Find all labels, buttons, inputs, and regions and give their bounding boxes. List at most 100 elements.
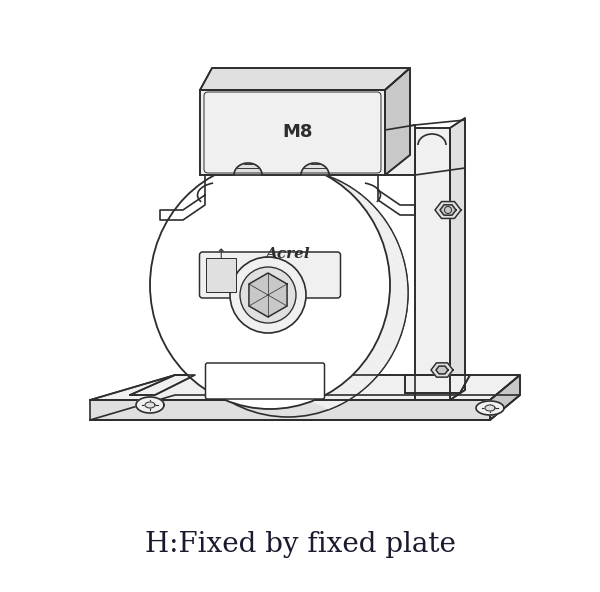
Polygon shape: [221, 170, 244, 179]
Polygon shape: [389, 266, 407, 281]
Polygon shape: [338, 383, 362, 395]
Polygon shape: [159, 233, 179, 246]
Polygon shape: [415, 128, 450, 400]
Polygon shape: [217, 172, 239, 182]
Polygon shape: [186, 194, 207, 205]
Polygon shape: [350, 372, 373, 386]
Polygon shape: [389, 274, 408, 289]
Polygon shape: [197, 184, 218, 195]
FancyBboxPatch shape: [199, 252, 341, 298]
Polygon shape: [385, 68, 410, 175]
Polygon shape: [385, 312, 405, 327]
Polygon shape: [150, 272, 169, 285]
Polygon shape: [360, 203, 383, 217]
Polygon shape: [155, 243, 175, 255]
Polygon shape: [350, 192, 373, 205]
Polygon shape: [318, 395, 343, 407]
Polygon shape: [331, 178, 356, 191]
Polygon shape: [200, 90, 385, 175]
Text: H:Fixed by fixed plate: H:Fixed by fixed plate: [145, 532, 455, 558]
Polygon shape: [365, 355, 388, 369]
Polygon shape: [205, 178, 227, 189]
Polygon shape: [436, 366, 448, 374]
Polygon shape: [450, 118, 465, 400]
Polygon shape: [476, 401, 504, 415]
Polygon shape: [90, 400, 490, 420]
Polygon shape: [150, 292, 169, 305]
Polygon shape: [355, 198, 378, 211]
Polygon shape: [380, 236, 401, 251]
Polygon shape: [136, 397, 164, 413]
Polygon shape: [168, 216, 188, 228]
Polygon shape: [435, 201, 461, 218]
Polygon shape: [380, 327, 401, 342]
Polygon shape: [383, 243, 403, 259]
Polygon shape: [151, 297, 169, 310]
FancyBboxPatch shape: [205, 258, 235, 292]
Polygon shape: [182, 197, 204, 208]
Polygon shape: [311, 398, 336, 410]
Polygon shape: [385, 125, 415, 175]
Polygon shape: [151, 262, 170, 275]
Polygon shape: [130, 375, 195, 395]
Polygon shape: [344, 187, 368, 200]
Polygon shape: [161, 229, 181, 242]
Polygon shape: [370, 215, 391, 230]
Polygon shape: [153, 252, 172, 265]
Polygon shape: [338, 183, 362, 195]
Polygon shape: [355, 367, 378, 381]
Polygon shape: [240, 164, 262, 173]
Polygon shape: [385, 250, 405, 266]
Text: Acrel: Acrel: [266, 247, 310, 261]
Text: ↑: ↑: [215, 247, 226, 260]
Polygon shape: [151, 301, 170, 314]
Polygon shape: [213, 173, 235, 184]
Polygon shape: [157, 238, 177, 250]
Polygon shape: [370, 348, 391, 362]
Polygon shape: [383, 320, 403, 335]
Polygon shape: [163, 224, 183, 237]
Polygon shape: [90, 375, 520, 400]
Polygon shape: [150, 287, 168, 300]
Polygon shape: [365, 209, 388, 223]
Polygon shape: [377, 334, 398, 349]
Polygon shape: [405, 375, 470, 393]
Polygon shape: [389, 289, 408, 305]
Polygon shape: [373, 341, 395, 356]
Polygon shape: [173, 208, 194, 220]
Ellipse shape: [150, 161, 390, 409]
Polygon shape: [331, 387, 356, 400]
Circle shape: [240, 267, 296, 323]
Polygon shape: [440, 205, 456, 215]
Polygon shape: [226, 168, 248, 178]
Polygon shape: [200, 181, 223, 192]
Polygon shape: [154, 247, 173, 260]
Circle shape: [230, 257, 306, 333]
Polygon shape: [318, 171, 343, 183]
FancyBboxPatch shape: [205, 363, 325, 399]
Polygon shape: [230, 166, 253, 176]
Polygon shape: [165, 220, 186, 233]
Polygon shape: [150, 282, 168, 295]
Polygon shape: [387, 258, 407, 274]
Polygon shape: [311, 169, 336, 179]
Polygon shape: [179, 200, 200, 212]
Polygon shape: [325, 391, 349, 403]
Polygon shape: [387, 304, 407, 320]
Circle shape: [445, 207, 452, 214]
Polygon shape: [390, 281, 408, 297]
Polygon shape: [152, 257, 171, 270]
Polygon shape: [485, 405, 495, 411]
Polygon shape: [151, 267, 169, 279]
Polygon shape: [235, 165, 258, 175]
Polygon shape: [249, 273, 287, 317]
Polygon shape: [176, 204, 197, 216]
Polygon shape: [325, 175, 349, 186]
Polygon shape: [189, 190, 211, 201]
Polygon shape: [377, 229, 398, 244]
Polygon shape: [193, 187, 215, 198]
Polygon shape: [170, 212, 191, 224]
Polygon shape: [373, 222, 395, 237]
Polygon shape: [244, 163, 267, 172]
Polygon shape: [490, 375, 520, 420]
